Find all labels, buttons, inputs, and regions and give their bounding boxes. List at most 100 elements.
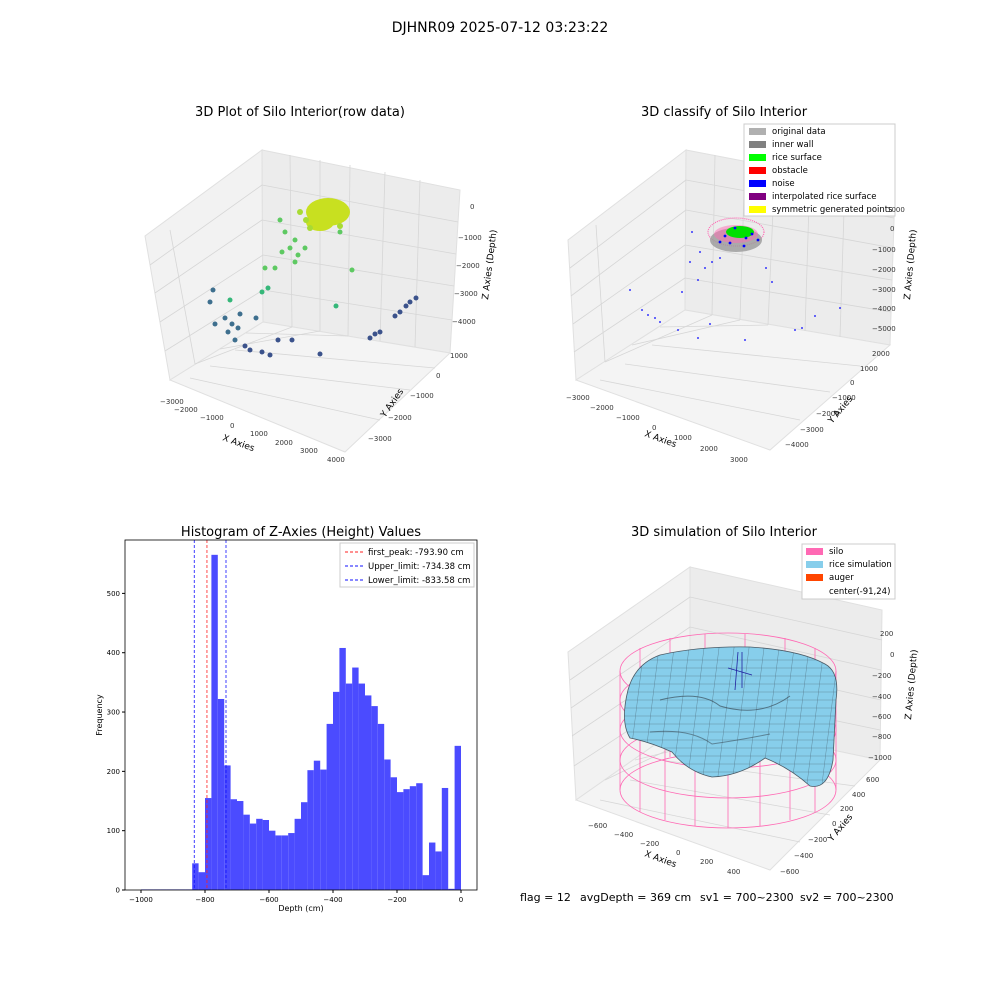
cls-xtick-0: −3000 [566,394,590,402]
raw-ztick-0: −4000 [452,318,476,326]
cls-ztick-2: −3000 [872,286,896,294]
legend-swatch-interpolated [749,193,766,200]
hist-bar [243,814,250,890]
sim-xtick-2: −200 [640,840,659,848]
hist-bar [211,554,218,890]
classify-legend-box [743,123,896,217]
cls-xtick-3: 0 [652,424,656,432]
raw-ytick-1: −2000 [388,414,412,422]
hist-xtick-label: −400 [323,896,342,904]
legend-swatch-obstacle [749,167,766,174]
cls-ytick-0: −4000 [785,441,809,449]
hist-bar [441,787,449,890]
legend-label-noise: noise [772,179,795,189]
legend-swatch-auger [806,574,823,581]
legend-swatch-original [749,128,766,135]
raw-zlabel: Z Axies (Depth) [481,229,500,300]
panel-histogram: Histogram of Z-Axies (Height) Values −10… [95,525,478,913]
hist-bar [313,760,321,890]
cls-ztick-3: −2000 [872,266,896,274]
cls-ztick-0: −5000 [872,325,896,333]
sim-ytick-1: −400 [794,852,813,860]
hist-bar [288,833,295,890]
legend-label-inner-wall: inner wall [772,140,813,150]
hist-legend-lower-label: Lower_limit: -833.58 cm [368,576,470,586]
hist-bar [320,769,327,890]
hist-bars [141,554,461,890]
cls-ztick-4: −1000 [872,246,896,254]
legend-swatch-silo [806,548,823,555]
sim-ytick-0: −600 [780,868,799,876]
hist-bar [262,820,269,890]
cls-ztick-6: 1000 [887,206,905,214]
cls-ytick-4: 0 [850,379,854,387]
hist-bar [403,789,410,890]
sim-ylabel: Y Axies [826,812,855,844]
status-sv1: sv1 = 700~2300 [700,891,794,904]
hist-bar [429,842,436,890]
cls-xtick-6: 3000 [730,456,748,464]
hist-xtick-label: −800 [195,896,214,904]
hist-bar [307,770,314,890]
figure-title: DJHNR09 2025-07-12 03:23:22 [392,20,609,36]
legend-label-silo: silo [829,547,843,557]
hist-bar [397,792,404,890]
cls-ytick-2: −2000 [816,410,840,418]
hist-bar [237,801,244,890]
hist-xtick-label: −200 [387,896,406,904]
classify-zlabel: Z Axies (Depth) [903,229,919,300]
status-line: flag = 12 avgDepth = 369 cm sv1 = 700~23… [520,891,894,904]
raw-ytick-2: −1000 [410,392,434,400]
legend-swatch-rice-sim [806,561,823,568]
raw-ytick-0: −3000 [368,435,392,443]
cls-ytick-5: 1000 [860,365,878,373]
legend-label-center: center(-91,24) [829,587,890,597]
raw-3d-title: 3D Plot of Silo Interior(row data) [195,105,405,120]
panel-simulation-3d: 3D simulation of Silo Interior [567,525,920,876]
raw-ytick-4: 1000 [450,352,468,360]
hist-legend-peak-label: first_peak: -793.90 cm [368,548,464,558]
auger-marker [727,651,753,691]
sim-ytick-5: 400 [852,791,865,799]
hist-bar [192,863,199,890]
hist-axes-frame [124,539,478,891]
hist-bar [275,835,282,890]
raw-ytick-3: 0 [436,372,440,380]
hist-yticks: 0 100 200 300 400 500 [107,590,125,895]
sim-ztick-4: −200 [872,672,891,680]
hist-bar [345,683,353,890]
hist-xlabel: Depth (cm) [278,904,323,913]
hist-bar [294,818,301,890]
hist-legend: first_peak: -793.90 cm Upper_limit: -734… [339,542,475,588]
cls-ztick-5: 0 [890,225,894,233]
legend-label-symmetric: symmetric generated points [772,205,893,215]
sim-xlabel: X Axies [643,849,678,870]
raw-grid [149,154,459,421]
cls-ytick-6: 2000 [872,350,890,358]
cls-xtick-5: 2000 [700,445,718,453]
hist-bar [358,683,365,890]
hist-ytick-label: 0 [116,887,120,895]
hist-xticks: −1000 −800 −600 −400 −200 0 [129,890,463,904]
cls-ytick-1: −3000 [800,426,824,434]
hist-bar [454,745,461,890]
raw-scatter-points [207,198,419,358]
classify-3d-title: 3D classify of Silo Interior [641,105,808,120]
hist-ytick-label: 100 [107,827,120,835]
legend-swatch-noise [749,180,766,187]
hist-ytick-label: 300 [107,709,120,717]
raw-xtick-5: 2000 [275,439,293,447]
classify-xlabel: X Axies [643,429,678,450]
status-sv2: sv2 = 700~2300 [800,891,894,904]
sim-xtick-0: −600 [588,822,607,830]
sim-legend: silo rice simulation auger center(-91,24… [801,543,896,600]
hist-bar [435,851,442,890]
classify-legend: original data inner wall rice surface ob… [743,123,896,217]
hist-vlines [193,540,227,890]
raw-floor-pane [168,321,452,453]
hist-xtick-label: −600 [259,896,278,904]
legend-label-original: original data [772,127,826,137]
legend-label-auger: auger [829,573,854,583]
sim-ytick-3: 0 [832,820,836,828]
hist-bar [205,798,212,890]
